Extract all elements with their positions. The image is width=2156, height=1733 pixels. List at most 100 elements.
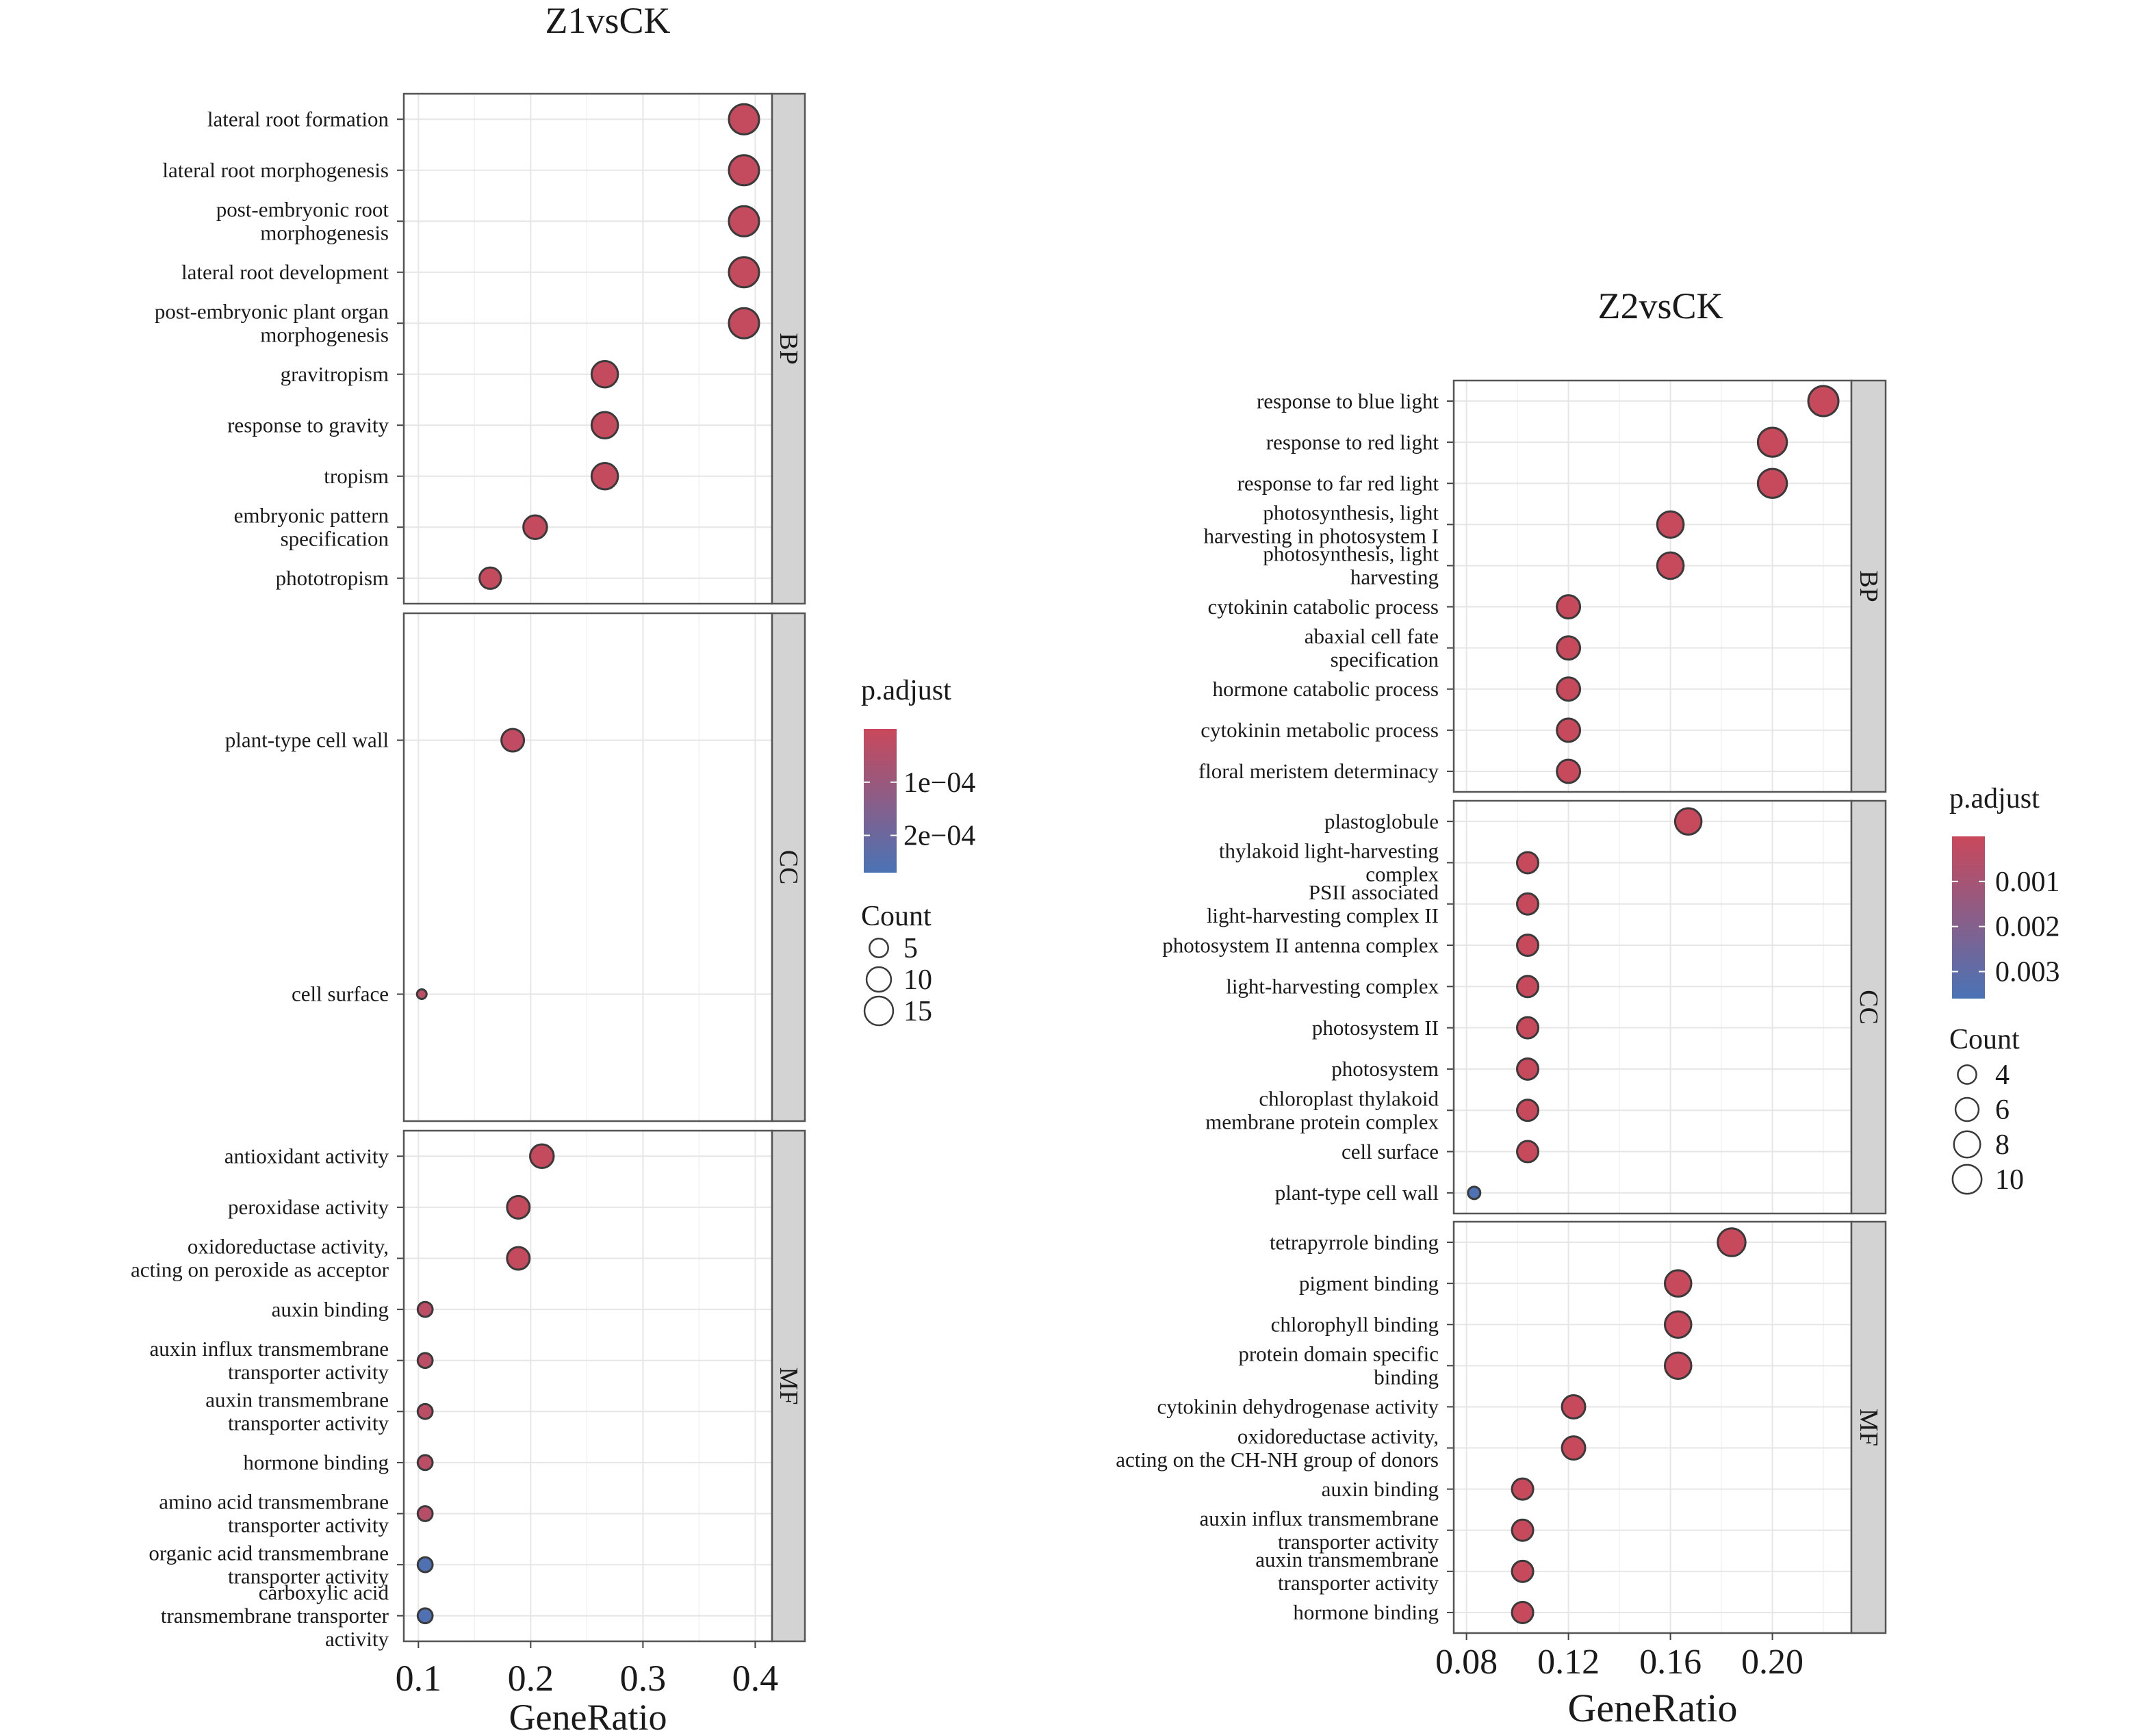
term-label-line: oxidoreductase activity, [188, 1235, 389, 1259]
data-point [416, 1505, 434, 1522]
data-point [1656, 510, 1685, 539]
term-label-line: thylakoid light-harvesting [1219, 839, 1439, 863]
term-label: tropism [324, 464, 389, 488]
data-point [1556, 635, 1582, 661]
size-legend-key [1957, 1064, 1977, 1085]
term-label-line: PSII associated [1309, 880, 1439, 904]
term-label: hormone binding [1293, 1600, 1439, 1624]
term-label-line: cytokinin metabolic process [1201, 718, 1439, 742]
term-label-line: auxin binding [272, 1297, 389, 1321]
term-label: photosynthesis, light harvesting [1263, 542, 1439, 589]
term-label: oxidoreductase activity, acting on peroxi… [131, 1235, 389, 1282]
facet-panel-mf: antioxidant activity peroxidase activity o… [131, 1129, 806, 1651]
term-label-line: lateral root formation [207, 107, 389, 131]
data-point [416, 1607, 434, 1625]
data-point [522, 514, 548, 540]
size-legend-label: 8 [1995, 1129, 2010, 1161]
data-point [728, 154, 760, 187]
data-point [416, 1352, 434, 1370]
term-label-line: plant-type cell wall [225, 728, 389, 752]
data-point [1516, 934, 1540, 958]
facet-strip [771, 92, 806, 605]
data-point [415, 988, 428, 1000]
term-label-line: response to far red light [1237, 471, 1439, 495]
term-label-line: cell surface [1342, 1140, 1439, 1164]
data-point [1516, 851, 1540, 875]
term-label: light-harvesting complex [1226, 975, 1439, 999]
term-label-line: chlorophyll binding [1271, 1312, 1439, 1336]
term-label-line: complex [1365, 862, 1439, 886]
x-axis-title: GeneRatio [1567, 1686, 1737, 1730]
data-point [1756, 467, 1788, 499]
term-label: phototropism [276, 566, 389, 590]
term-label-line: auxin transmembrane [205, 1388, 389, 1412]
data-point [1511, 1518, 1535, 1542]
data-point [1656, 551, 1685, 580]
term-label-line: photosystem II [1312, 1016, 1439, 1040]
size-legend-key [1954, 1096, 1980, 1122]
data-point [1516, 1099, 1540, 1122]
data-point [590, 411, 619, 439]
size-legend-key [1953, 1130, 1981, 1159]
facet-strip-label: CC [1854, 990, 1883, 1025]
term-label-line: tetrapyrrole binding [1270, 1230, 1439, 1254]
term-label: post-embryonic root morphogenesis [216, 197, 389, 244]
term-label: hormone binding [243, 1450, 389, 1474]
term-label-line: harvesting [1350, 565, 1439, 589]
term-label-line: membrane protein complex [1205, 1109, 1439, 1133]
term-label: oxidoreductase activity, acting on the CH… [1116, 1424, 1439, 1472]
data-point [1467, 1185, 1482, 1201]
x-tick-label: 0.08 [1435, 1643, 1498, 1682]
facet-strip-label: BP [774, 333, 803, 364]
term-label-line: transmembrane transporter [161, 1604, 389, 1628]
term-label: cell surface [292, 982, 389, 1006]
term-label-line: protein domain specific [1238, 1342, 1439, 1366]
term-label: gravitropism [281, 362, 389, 386]
color-legend-title: p.adjust [861, 675, 951, 706]
term-label: pigment binding [1299, 1271, 1439, 1295]
term-label: floral meristem determinacy [1198, 759, 1439, 783]
data-point [1663, 1269, 1693, 1298]
term-label: post-embryonic plant organ morphogenesis [155, 299, 389, 346]
term-label: tetrapyrrole binding [1270, 1230, 1439, 1254]
data-point [728, 205, 760, 238]
term-label-line: photosynthesis, light [1263, 501, 1439, 525]
data-point [728, 103, 760, 136]
facet-panel-bp: response to blue light response to red li… [1198, 379, 1887, 793]
term-label-line: transporter activity [228, 1411, 389, 1435]
data-point [728, 307, 760, 339]
color-bar [1952, 836, 1985, 999]
term-label: auxin transmembrane transporter activity [1255, 1548, 1439, 1595]
term-label-line: transporter activity [228, 1513, 389, 1537]
data-point [1561, 1394, 1587, 1420]
data-point [590, 360, 619, 389]
term-label-line: photosystem [1331, 1057, 1439, 1081]
term-label: thylakoid light-harvesting complex [1219, 839, 1439, 886]
term-label-line: hormone catabolic process [1212, 677, 1439, 701]
term-label-line: transporter activity [1278, 1571, 1439, 1595]
term-label: photosynthesis, light harvesting in photo… [1203, 501, 1439, 548]
data-point [1516, 892, 1540, 916]
x-axis-title: GeneRatio [509, 1697, 667, 1733]
size-legend-label: 6 [1995, 1094, 2010, 1126]
term-label: peroxidase activity [228, 1195, 389, 1219]
data-point [1561, 1435, 1587, 1461]
term-label: response to blue light [1257, 389, 1439, 413]
term-label-line: binding [1374, 1365, 1439, 1389]
data-point [1556, 758, 1582, 784]
data-point [1717, 1227, 1747, 1257]
term-label: photosystem II [1312, 1016, 1439, 1040]
data-point [1511, 1559, 1535, 1583]
facet-strip [771, 612, 806, 1122]
facet-strip [1850, 379, 1887, 793]
size-legend-label: 15 [903, 996, 932, 1027]
data-point [1807, 385, 1840, 418]
term-label-line: floral meristem determinacy [1198, 759, 1439, 783]
data-point [416, 1300, 434, 1318]
color-legend-title: p.adjust [1949, 783, 2040, 814]
facet-panel-bp: lateral root formation lateral root morph… [155, 92, 806, 605]
term-label-line: tropism [324, 464, 389, 488]
panel-background [404, 613, 772, 1121]
